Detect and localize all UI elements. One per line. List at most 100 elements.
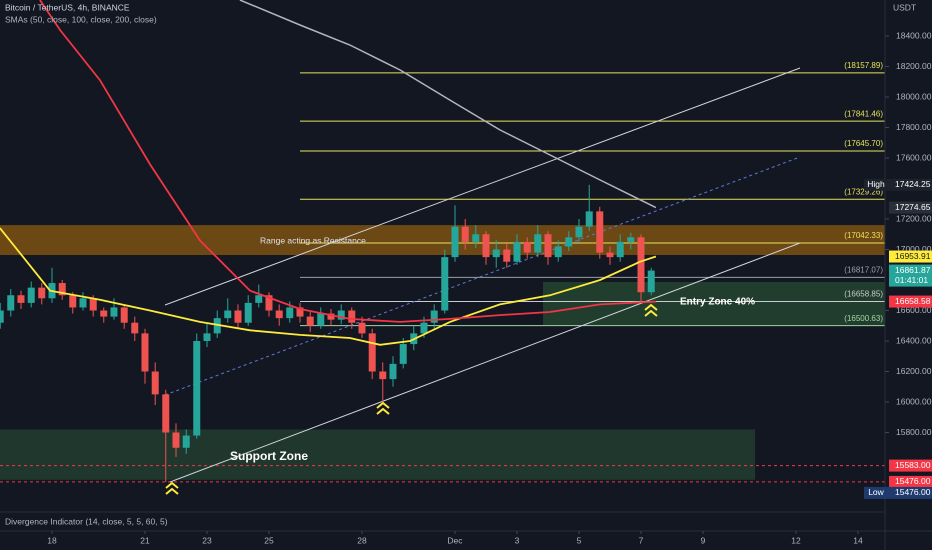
y-tick-label: 16200.00: [896, 366, 932, 376]
candle-body: [172, 432, 180, 448]
candle-body: [348, 310, 356, 323]
price-label-box: [889, 201, 932, 214]
candle-body: [399, 344, 407, 364]
candle-body: [131, 322, 139, 334]
zone: [0, 225, 885, 255]
price-label: 15583.00: [895, 460, 931, 470]
y-tick-label: 17800.00: [896, 122, 932, 132]
candle-body: [513, 241, 521, 262]
x-tick-label: Dec: [447, 535, 463, 545]
y-tick-label: 16600.00: [896, 305, 932, 315]
candle-body: [420, 322, 428, 334]
level-label: (17329.26): [844, 187, 883, 196]
chart-subtitle: SMAs (50, close, 100, close, 200, close): [5, 14, 157, 24]
candle-body: [275, 310, 283, 319]
candle-body: [265, 295, 273, 311]
candle-body: [100, 310, 108, 317]
price-label: 16861.87: [895, 265, 931, 275]
candle-body: [544, 234, 552, 258]
candle-body: [17, 295, 25, 303]
candle-body: [234, 310, 242, 323]
price-label: 16953.91: [895, 251, 931, 261]
candle-body: [482, 234, 490, 258]
chevron: [165, 481, 179, 495]
candles: [0, 184, 655, 482]
plot-area: (18157.89) (17841.46) (17645.70) (17329.26)…: [0, 0, 885, 495]
candle-body: [606, 252, 614, 258]
candle-body: [69, 295, 77, 308]
y-tick-label: 16000.00: [896, 396, 932, 406]
candle-body: [193, 341, 201, 436]
level-label: (16658.85): [844, 290, 883, 299]
sma-line: [239, 0, 657, 209]
price-label-box: [889, 178, 932, 191]
candle-body: [182, 435, 190, 448]
price-label: 17274.65: [895, 202, 931, 212]
candle-body: [358, 322, 366, 334]
price-label-box: [889, 486, 932, 499]
moving-averages: [0, 0, 657, 346]
x-tick-label: 7: [639, 535, 644, 545]
price-tag-box: [864, 486, 889, 499]
candle-body: [224, 310, 232, 319]
y-tick-label: 16400.00: [896, 335, 932, 345]
x-tick-label: 23: [202, 535, 212, 545]
zone-label: Support Zone: [230, 449, 308, 463]
x-tick-label: 25: [264, 535, 274, 545]
price-label-box: [889, 459, 932, 472]
candle-body: [286, 307, 294, 319]
candle-body: [523, 241, 531, 253]
candle-body: [120, 307, 128, 323]
y-tick-label: 17000.00: [896, 244, 932, 254]
candle-body: [79, 298, 87, 308]
candle-body: [162, 394, 170, 433]
candle-body: [368, 333, 376, 372]
x-tick-label: 3: [515, 535, 520, 545]
x-tick-label: 21: [140, 535, 150, 545]
y-axis-label: USDT: [893, 2, 916, 12]
candle-body: [141, 333, 149, 372]
price-label: 15476.00: [895, 487, 931, 497]
zone-texts: Range acting as Resistance Support Zone En…: [230, 235, 755, 463]
y-tick-label: 15800.00: [896, 427, 932, 437]
zone: [543, 281, 885, 325]
candle-body: [151, 371, 159, 395]
axes: 15800.00 16000.00 16200.00 16400.00 16600.00…: [47, 30, 932, 545]
candle-body: [565, 237, 573, 247]
candle-body: [637, 237, 645, 293]
zone: [0, 429, 756, 480]
level-label: (18157.89): [844, 61, 883, 70]
y-tick-label: 18400.00: [896, 30, 932, 40]
candle-body: [451, 226, 459, 258]
price-label-box: [889, 475, 932, 488]
y-tick-label: 18200.00: [896, 61, 932, 71]
candle-body: [317, 313, 325, 326]
level-label: (17645.70): [844, 139, 883, 148]
y-tick-label: 18000.00: [896, 91, 932, 101]
candle-body: [306, 316, 314, 326]
candle-body: [58, 283, 66, 296]
chevrons: [165, 303, 658, 495]
candle-body: [337, 310, 345, 320]
price-tag: Low: [868, 487, 884, 497]
level-label: (16817.07): [844, 266, 883, 275]
x-tick-label: 28: [357, 535, 367, 545]
y-tick-label: 17600.00: [896, 152, 932, 162]
candle-body: [296, 307, 304, 317]
x-tick-label: 14: [853, 535, 863, 545]
zone-label: Range acting as Resistance: [260, 235, 366, 245]
candle-body: [89, 298, 97, 311]
x-tick-label: 9: [701, 535, 706, 545]
sma-line: [39, 0, 656, 323]
price-tag: High: [867, 179, 885, 189]
price-label: 15476.00: [895, 476, 931, 486]
channel-lower: [169, 242, 801, 483]
y-tick-label: 17200.00: [896, 213, 932, 223]
level-label: (17841.46): [844, 109, 883, 118]
candle-body: [554, 246, 562, 258]
price-label-box: [889, 250, 932, 263]
candle-body: [472, 234, 480, 242]
price-label-box: [889, 264, 932, 287]
